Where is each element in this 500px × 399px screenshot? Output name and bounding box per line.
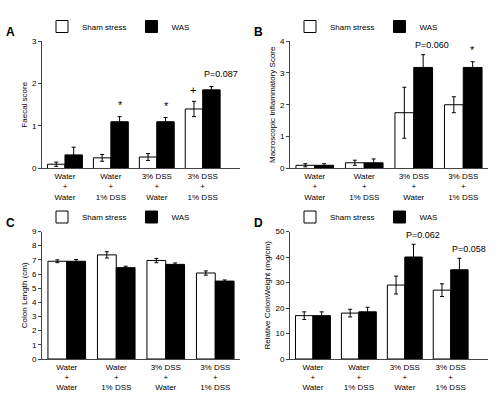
svg-text:Sham stress: Sham stress <box>82 213 126 222</box>
svg-text:3% DSS+1% DSS: 3% DSS+1% DSS <box>448 172 478 202</box>
svg-text:Colon Length (cm): Colon Length (cm) <box>20 262 29 328</box>
svg-text:40: 40 <box>275 253 284 262</box>
svg-text:Water+Water: Water+Water <box>54 172 75 202</box>
svg-text:*: * <box>470 44 475 56</box>
svg-text:P=0.062: P=0.062 <box>406 230 440 240</box>
svg-text:0: 0 <box>32 355 37 364</box>
svg-text:3% DSS+Water: 3% DSS+Water <box>142 172 172 202</box>
svg-text:3% DSS+Water: 3% DSS+Water <box>399 172 429 202</box>
svg-text:1: 1 <box>32 341 37 350</box>
svg-text:Water+Water: Water+Water <box>56 363 77 393</box>
svg-text:B: B <box>254 25 263 39</box>
svg-text:Water+1% DSS: Water+1% DSS <box>344 363 374 393</box>
svg-text:0: 0 <box>280 355 285 364</box>
svg-text:0: 0 <box>280 164 285 173</box>
svg-text:1: 1 <box>32 122 37 131</box>
svg-text:Water+1% DSS: Water+1% DSS <box>101 363 131 393</box>
svg-text:P=0.058: P=0.058 <box>452 244 486 254</box>
svg-text:WAS: WAS <box>419 213 437 222</box>
svg-text:Sham stress: Sham stress <box>330 213 374 222</box>
svg-text:4: 4 <box>32 298 37 307</box>
svg-text:C: C <box>6 216 15 230</box>
svg-text:A: A <box>6 25 15 39</box>
svg-text:*: * <box>164 100 169 112</box>
svg-text:4: 4 <box>280 37 285 46</box>
svg-text:30: 30 <box>275 278 284 287</box>
svg-text:1: 1 <box>280 132 285 141</box>
svg-text:Sham stress: Sham stress <box>82 23 126 32</box>
svg-text:5: 5 <box>32 284 37 293</box>
svg-text:WAS: WAS <box>419 23 437 32</box>
svg-text:Macroscopic Inflammatory Score: Macroscopic Inflammatory Score <box>268 46 277 163</box>
svg-text:WAS: WAS <box>171 23 189 32</box>
svg-text:2: 2 <box>280 101 285 110</box>
svg-text:P=0.087: P=0.087 <box>204 69 238 79</box>
svg-text:Water+1% DSS: Water+1% DSS <box>96 172 126 202</box>
svg-text:3% DSS+1% DSS: 3% DSS+1% DSS <box>436 363 466 393</box>
svg-text:6: 6 <box>32 270 37 279</box>
svg-text:WAS: WAS <box>171 213 189 222</box>
svg-text:8: 8 <box>32 241 37 250</box>
svg-text:20: 20 <box>275 304 284 313</box>
svg-text:P=0.060: P=0.060 <box>415 40 449 50</box>
svg-text:Faecal score: Faecal score <box>20 81 29 127</box>
svg-text:2: 2 <box>32 326 37 335</box>
svg-text:9: 9 <box>32 227 37 236</box>
svg-text:3% DSS+Water: 3% DSS+Water <box>390 363 420 393</box>
svg-text:3: 3 <box>32 312 37 321</box>
svg-text:+: + <box>190 84 196 96</box>
svg-text:2: 2 <box>32 79 37 88</box>
svg-text:Sham stress: Sham stress <box>330 23 374 32</box>
svg-text:50: 50 <box>275 227 284 236</box>
svg-text:3% DSS+1% DSS: 3% DSS+1% DSS <box>200 363 230 393</box>
svg-text:3: 3 <box>280 69 285 78</box>
svg-text:Relative ColonWeight (mg/cm): Relative ColonWeight (mg/cm) <box>263 241 272 350</box>
svg-text:*: * <box>118 99 123 111</box>
svg-text:0: 0 <box>32 164 37 173</box>
svg-text:3: 3 <box>32 37 37 46</box>
svg-text:D: D <box>254 216 263 230</box>
svg-text:3% DSS+Water: 3% DSS+Water <box>151 363 181 393</box>
svg-text:3% DSS+1% DSS: 3% DSS+1% DSS <box>188 172 218 202</box>
svg-text:Water+Water: Water+Water <box>302 363 323 393</box>
svg-text:10: 10 <box>275 329 284 338</box>
svg-text:Water+1% DSS: Water+1% DSS <box>349 172 379 202</box>
svg-text:7: 7 <box>32 256 37 265</box>
svg-text:Water+Water: Water+Water <box>304 172 325 202</box>
